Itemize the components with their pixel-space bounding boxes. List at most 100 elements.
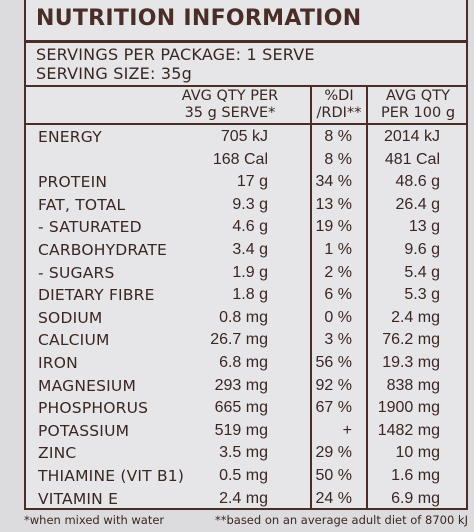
- per-100g-value: 838 mg: [386, 376, 440, 394]
- header-di-line2: /RDI**: [316, 105, 362, 121]
- di-value: 3 %: [324, 331, 352, 349]
- di-value: 19 %: [315, 218, 352, 236]
- per-serve-value: 2.4 mg: [219, 489, 268, 507]
- per-100g-value: 13 g: [408, 218, 440, 236]
- per-serve-value: 1.8 g: [232, 286, 268, 304]
- per-100g-value: 26.4 g: [395, 195, 440, 213]
- serving-size: SERVING SIZE: 35g: [36, 64, 192, 83]
- nutrient-name: DIETARY FIBRE: [38, 286, 155, 305]
- di-value: 6 %: [324, 286, 352, 304]
- title-divider: [26, 40, 466, 43]
- nutrient-name: MAGNESIUM: [38, 376, 137, 395]
- per-serve-value: 168 Cal: [212, 150, 268, 168]
- nutrient-name: - SATURATED: [38, 218, 142, 237]
- per-100g-value: 6.9 mg: [391, 489, 440, 507]
- panel-title: NUTRITION INFORMATION: [36, 6, 362, 31]
- per-serve-value: 0.8 mg: [219, 308, 268, 326]
- nutrient-row: - SUGARS 1.9 g 2 % 5.4 g: [26, 264, 466, 286]
- per-100g-value: 1900 mg: [377, 399, 440, 417]
- nutrient-name: ZINC: [38, 444, 77, 463]
- nutrient-row: THIAMINE (VIT B1) 0.5 mg 50 % 1.6 mg: [26, 467, 466, 489]
- nutrient-name: ENERGY: [38, 128, 102, 146]
- per-serve-value: 665 mg: [214, 399, 268, 417]
- per-100g-value: 19.3 mg: [382, 354, 440, 371]
- nutrient-row: VITAMIN E 2.4 mg 24 % 6.9 mg: [26, 490, 466, 512]
- header-divider: [26, 123, 466, 125]
- nutrient-row: FAT, TOTAL 9.3 g 13 % 26.4 g: [26, 196, 466, 218]
- nutrient-name: FAT, TOTAL: [38, 195, 126, 214]
- di-value: 92 %: [315, 376, 352, 394]
- per-serve-value: 519 mg: [214, 421, 268, 439]
- di-value: +: [342, 421, 352, 439]
- header-per-100g-line2: PER 100 g: [380, 105, 456, 121]
- nutrient-row: POTASSIUM 519 mg +1482 mg: [26, 422, 466, 444]
- per-100g-value: 1482 mg: [377, 421, 440, 439]
- header-per-100g: AVG QTY PER 100 g: [368, 88, 468, 122]
- nutrient-row: PHOSPHORUS 665 mg 67 % 1900 mg: [26, 399, 466, 421]
- per-serve-value: 293 mg: [214, 376, 268, 394]
- per-100g-value: 481 Cal: [384, 150, 440, 168]
- di-value: 8 %: [324, 128, 352, 145]
- per-100g-value: 9.6 g: [404, 241, 440, 258]
- nutrient-name: CALCIUM: [38, 331, 110, 350]
- per-100g-value: 76.2 mg: [382, 331, 440, 349]
- di-value: 56 %: [315, 354, 352, 371]
- per-serve-value: 26.7 mg: [210, 331, 268, 349]
- di-value: 34 %: [315, 173, 352, 191]
- di-value: 8 %: [324, 150, 352, 168]
- header-per-100g-line1: AVG QTY: [386, 88, 450, 104]
- per-serve-value: 6.8 mg: [219, 354, 268, 371]
- nutrient-name: SODIUM: [38, 308, 103, 327]
- nutrient-row: 168 Cal 8 % 481 Cal: [26, 151, 466, 173]
- nutrient-row: SODIUM 0.8 mg 0 % 2.4 mg: [26, 309, 466, 331]
- column-divider-2: [366, 87, 368, 510]
- nutrient-name: - SUGARS: [38, 263, 115, 282]
- header-di: %DI /RDI**: [312, 88, 366, 122]
- di-value: 67 %: [315, 399, 352, 417]
- per-100g-value: 5.3 g: [404, 286, 440, 304]
- nutrient-row: ZINC 3.5 mg 29 % 10 mg: [26, 444, 466, 466]
- footnote-water: *when mixed with water: [24, 513, 165, 527]
- di-value: 1 %: [324, 241, 352, 258]
- di-value: 13 %: [315, 195, 352, 213]
- nutrient-name: THIAMINE (VIT B1): [38, 467, 185, 485]
- nutrient-row: MAGNESIUM 293 mg 92 % 838 mg: [26, 377, 466, 399]
- nutrient-name: PHOSPHORUS: [38, 399, 149, 418]
- per-serve-value: 705 kJ: [220, 128, 268, 145]
- per-serve-value: 3.5 mg: [219, 444, 268, 462]
- nutrient-name: PROTEIN: [38, 173, 108, 192]
- per-100g-value: 5.4 g: [404, 263, 440, 281]
- per-100g-value: 10 mg: [395, 444, 440, 462]
- per-serve-value: 4.6 g: [232, 218, 268, 236]
- per-serve-value: 1.9 g: [232, 263, 268, 281]
- di-value: 29 %: [315, 444, 352, 462]
- nutrient-name: VITAMIN E: [38, 489, 119, 508]
- nutrient-name: CARBOHYDRATE: [38, 241, 168, 259]
- nutrient-row: CALCIUM 26.7 mg 3 % 76.2 mg: [26, 331, 466, 353]
- servings-per-package: SERVINGS PER PACKAGE: 1 SERVE: [36, 45, 315, 64]
- nutrient-row: - SATURATED 4.6 g 19 % 13 g: [26, 218, 466, 240]
- nutrient-row: ENERGY 705 kJ 8 % 2014 kJ: [26, 128, 466, 150]
- per-serve-value: 0.5 mg: [219, 467, 268, 484]
- nutrient-name: POTASSIUM: [38, 421, 130, 440]
- nutrient-row: DIETARY FIBRE 1.8 g 6 % 5.3 g: [26, 286, 466, 308]
- per-serve-value: 17 g: [236, 173, 268, 191]
- per-100g-value: 2014 kJ: [383, 128, 440, 145]
- per-100g-value: 1.6 mg: [391, 467, 440, 484]
- di-value: 50 %: [315, 467, 352, 484]
- di-value: 2 %: [324, 263, 352, 281]
- servings-divider: [26, 85, 466, 87]
- footnote-rdi: **based on an average adult diet of 8700…: [214, 513, 468, 527]
- nutrition-panel: NUTRITION INFORMATION SERVINGS PER PACKA…: [24, 0, 468, 510]
- di-value: 0 %: [324, 308, 352, 326]
- nutrient-name: IRON: [38, 354, 78, 372]
- header-per-serve-line1: AVG QTY PER: [181, 88, 279, 104]
- nutrient-row: IRON 6.8 mg 56 % 19.3 mg: [26, 354, 466, 376]
- header-per-serve-line2: 35 g SERVE*: [184, 105, 276, 121]
- header-per-serve: AVG QTY PER 35 g SERVE*: [152, 88, 308, 122]
- per-100g-value: 48.6 g: [395, 173, 440, 191]
- nutrient-row: CARBOHYDRATE 3.4 g 1 % 9.6 g: [26, 241, 466, 263]
- per-100g-value: 2.4 mg: [391, 308, 440, 326]
- header-di-line1: %DI: [324, 88, 354, 104]
- column-divider-1: [310, 87, 312, 510]
